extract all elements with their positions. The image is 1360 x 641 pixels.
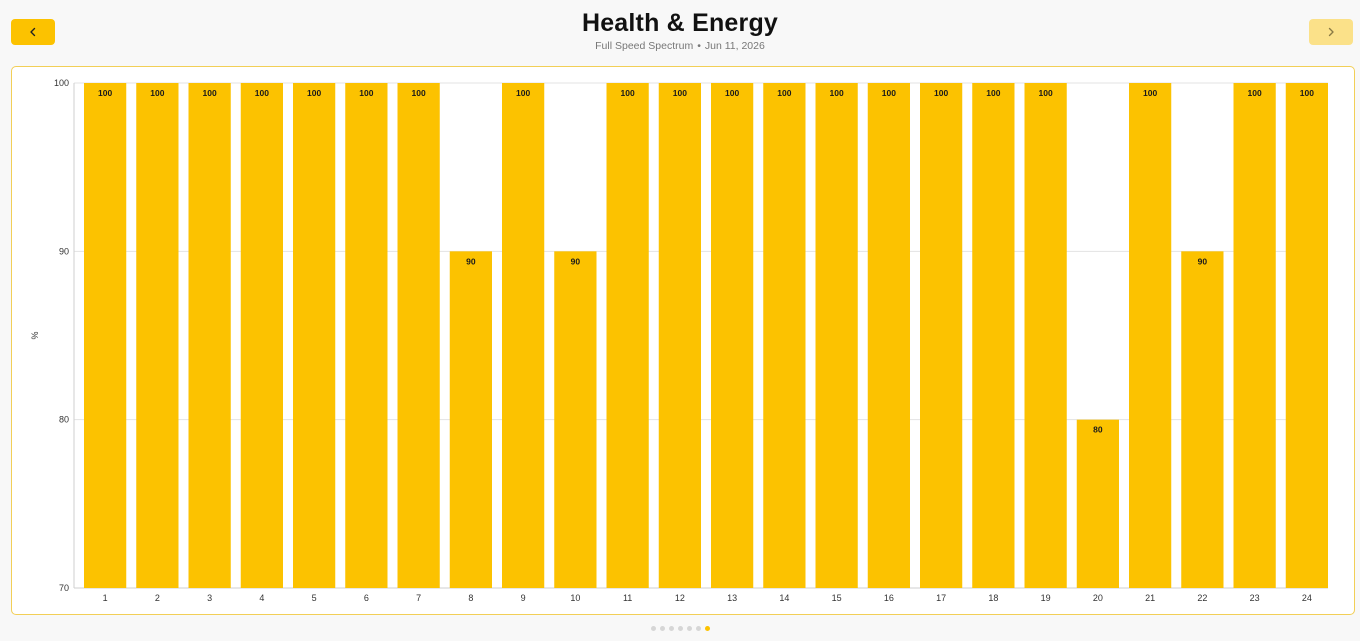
x-tick-label: 3 — [207, 593, 212, 603]
bar-value-label: 80 — [1093, 425, 1103, 435]
bar — [240, 83, 283, 588]
bar-value-label: 100 — [830, 88, 844, 98]
next-button[interactable] — [1309, 19, 1353, 45]
bar — [449, 251, 492, 589]
bar-value-label: 100 — [986, 88, 1000, 98]
page-dot[interactable] — [704, 626, 710, 631]
x-tick-label: 14 — [779, 593, 789, 603]
previous-button[interactable] — [11, 19, 55, 45]
page-indicator — [0, 626, 1360, 631]
x-tick-label: 13 — [727, 593, 737, 603]
page-dot[interactable] — [677, 626, 683, 631]
bar — [345, 83, 388, 588]
bar-value-label: 100 — [1039, 88, 1053, 98]
y-tick-label: 100 — [54, 78, 69, 88]
subtitle-program: Full Speed Spectrum — [595, 40, 694, 52]
bar-value-label: 100 — [777, 88, 791, 98]
y-tick-label: 80 — [59, 415, 69, 425]
bar-value-label: 90 — [1198, 256, 1208, 266]
bar — [606, 83, 649, 588]
bar — [867, 83, 910, 588]
x-tick-label: 7 — [416, 593, 421, 603]
bar — [1181, 251, 1224, 589]
bar — [188, 83, 231, 588]
x-tick-label: 24 — [1302, 593, 1312, 603]
y-tick-label: 70 — [59, 583, 69, 593]
page-title: Health & Energy — [581, 9, 779, 37]
bar-value-label: 100 — [255, 88, 269, 98]
bar-value-label: 100 — [98, 88, 112, 98]
x-tick-label: 17 — [936, 593, 946, 603]
x-tick-label: 16 — [884, 593, 894, 603]
bar — [84, 83, 127, 588]
bar-value-label: 100 — [1143, 88, 1157, 98]
bar-chart: 70 80 90 100% 100 1 100 2 100 3 100 4 100 5 100 6 100 7 90… — [30, 78, 1328, 603]
bar — [1285, 83, 1328, 588]
bar — [972, 83, 1015, 588]
page-dot[interactable] — [650, 626, 656, 631]
bar — [502, 83, 545, 588]
page-subtitle: Full Speed Spectrum • Jun 11, 2026 — [0, 40, 1360, 52]
x-tick-label: 10 — [570, 593, 580, 603]
bar — [554, 251, 597, 589]
bar-value-label: 100 — [203, 88, 217, 98]
x-tick-label: 6 — [364, 593, 369, 603]
bar-value-label: 100 — [673, 88, 687, 98]
bar-value-label: 100 — [1300, 88, 1314, 98]
bar — [763, 83, 806, 588]
x-tick-label: 11 — [623, 593, 632, 603]
x-tick-label: 22 — [1197, 593, 1207, 603]
x-tick-label: 20 — [1093, 593, 1103, 603]
bar — [136, 83, 179, 588]
bar — [1076, 419, 1119, 588]
bar — [920, 83, 963, 588]
bar — [711, 83, 754, 588]
x-tick-label: 12 — [675, 593, 685, 603]
x-tick-label: 18 — [988, 593, 998, 603]
x-tick-label: 19 — [1041, 593, 1051, 603]
bar — [293, 83, 336, 588]
bar — [1129, 83, 1172, 588]
page-dot[interactable] — [686, 626, 692, 631]
bar-value-label: 100 — [150, 88, 164, 98]
chevron-right-icon — [1326, 27, 1336, 37]
x-tick-label: 2 — [155, 593, 160, 603]
bar-value-label: 100 — [1248, 88, 1262, 98]
bar — [1024, 83, 1067, 588]
x-tick-label: 1 — [103, 593, 108, 603]
chart-card: 70 80 90 100% 100 1 100 2 100 3 100 4 100 5 100 6 100 7 90… — [11, 66, 1355, 615]
x-tick-label: 8 — [468, 593, 473, 603]
bar — [397, 83, 440, 588]
subtitle-date: Jun 11, 2026 — [704, 40, 765, 52]
bar-value-label: 100 — [725, 88, 739, 98]
bar — [658, 83, 701, 588]
bar — [815, 83, 858, 588]
bar-value-label: 100 — [359, 88, 373, 98]
chevron-left-icon — [28, 27, 38, 37]
x-tick-label: 15 — [832, 593, 842, 603]
bar-value-label: 100 — [412, 88, 426, 98]
page-dot[interactable] — [659, 626, 665, 631]
x-tick-label: 23 — [1250, 593, 1260, 603]
bar-value-label: 100 — [307, 88, 321, 98]
page-dot[interactable] — [695, 626, 701, 631]
bar-value-label: 90 — [571, 256, 581, 266]
x-tick-label: 5 — [312, 593, 317, 603]
y-axis-label: % — [30, 331, 40, 339]
x-tick-label: 4 — [259, 593, 264, 603]
page-dot[interactable] — [668, 626, 674, 631]
subtitle-separator: • — [697, 40, 701, 52]
x-tick-label: 9 — [521, 593, 526, 603]
bar — [1233, 83, 1276, 588]
bar-value-label: 100 — [621, 88, 635, 98]
bar-value-label: 100 — [882, 88, 896, 98]
bar-value-label: 90 — [466, 256, 476, 266]
x-tick-label: 21 — [1145, 593, 1155, 603]
bar-value-label: 100 — [516, 88, 530, 98]
y-tick-label: 90 — [59, 246, 69, 256]
bar-value-label: 100 — [934, 88, 948, 98]
